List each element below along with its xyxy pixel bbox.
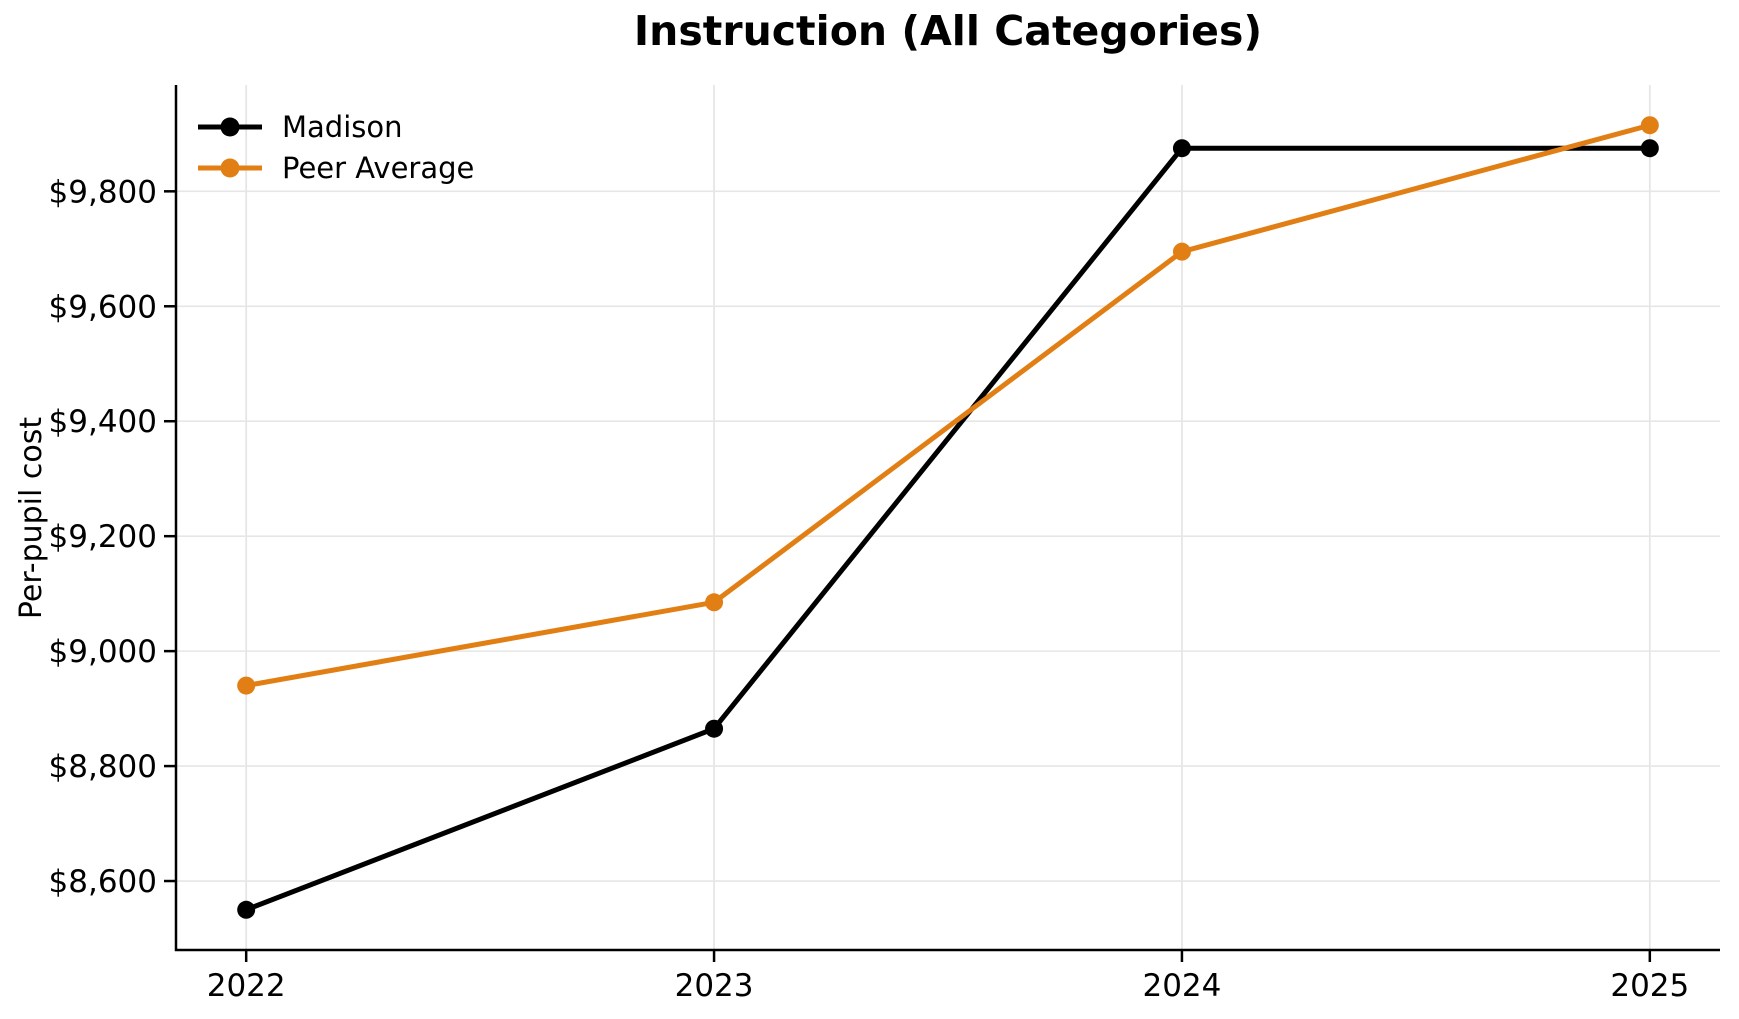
data-point-peer-average-2024 bbox=[1172, 242, 1191, 261]
data-point-peer-average-2023 bbox=[705, 593, 724, 612]
y-tick-label: $9,600 bbox=[49, 289, 157, 325]
series-line-madison bbox=[243, 145, 1653, 913]
data-point-madison-2024 bbox=[1172, 139, 1191, 158]
data-point-madison-2025 bbox=[1640, 139, 1659, 158]
chart-title: Instruction (All Categories) bbox=[633, 7, 1263, 55]
axis-spines bbox=[174, 85, 1720, 952]
legend-label-peer-average: Peer Average bbox=[282, 151, 474, 185]
series-line-peer-average bbox=[243, 122, 1653, 689]
y-tick-label: $8,800 bbox=[49, 749, 157, 785]
y-tick-label: $8,600 bbox=[49, 864, 157, 900]
legend-swatch-marker-madison bbox=[220, 117, 240, 137]
y-tick-label: $9,000 bbox=[49, 634, 157, 670]
y-tick-label: $9,400 bbox=[49, 404, 157, 440]
data-point-peer-average-2025 bbox=[1640, 116, 1659, 135]
data-point-madison-2022 bbox=[237, 900, 256, 919]
x-tick-label: 2024 bbox=[1142, 968, 1221, 1004]
legend-swatch-marker-peer-average bbox=[220, 158, 240, 178]
data-point-peer-average-2022 bbox=[237, 676, 256, 695]
x-tick-label: 2023 bbox=[675, 968, 754, 1004]
y-tick-label: $9,800 bbox=[49, 174, 157, 210]
data-point-madison-2023 bbox=[705, 719, 724, 738]
y-tick-label: $9,200 bbox=[49, 519, 157, 555]
legend-label-madison: Madison bbox=[282, 110, 403, 144]
x-tick-label: 2022 bbox=[207, 968, 286, 1004]
x-tick-label: 2025 bbox=[1610, 968, 1689, 1004]
